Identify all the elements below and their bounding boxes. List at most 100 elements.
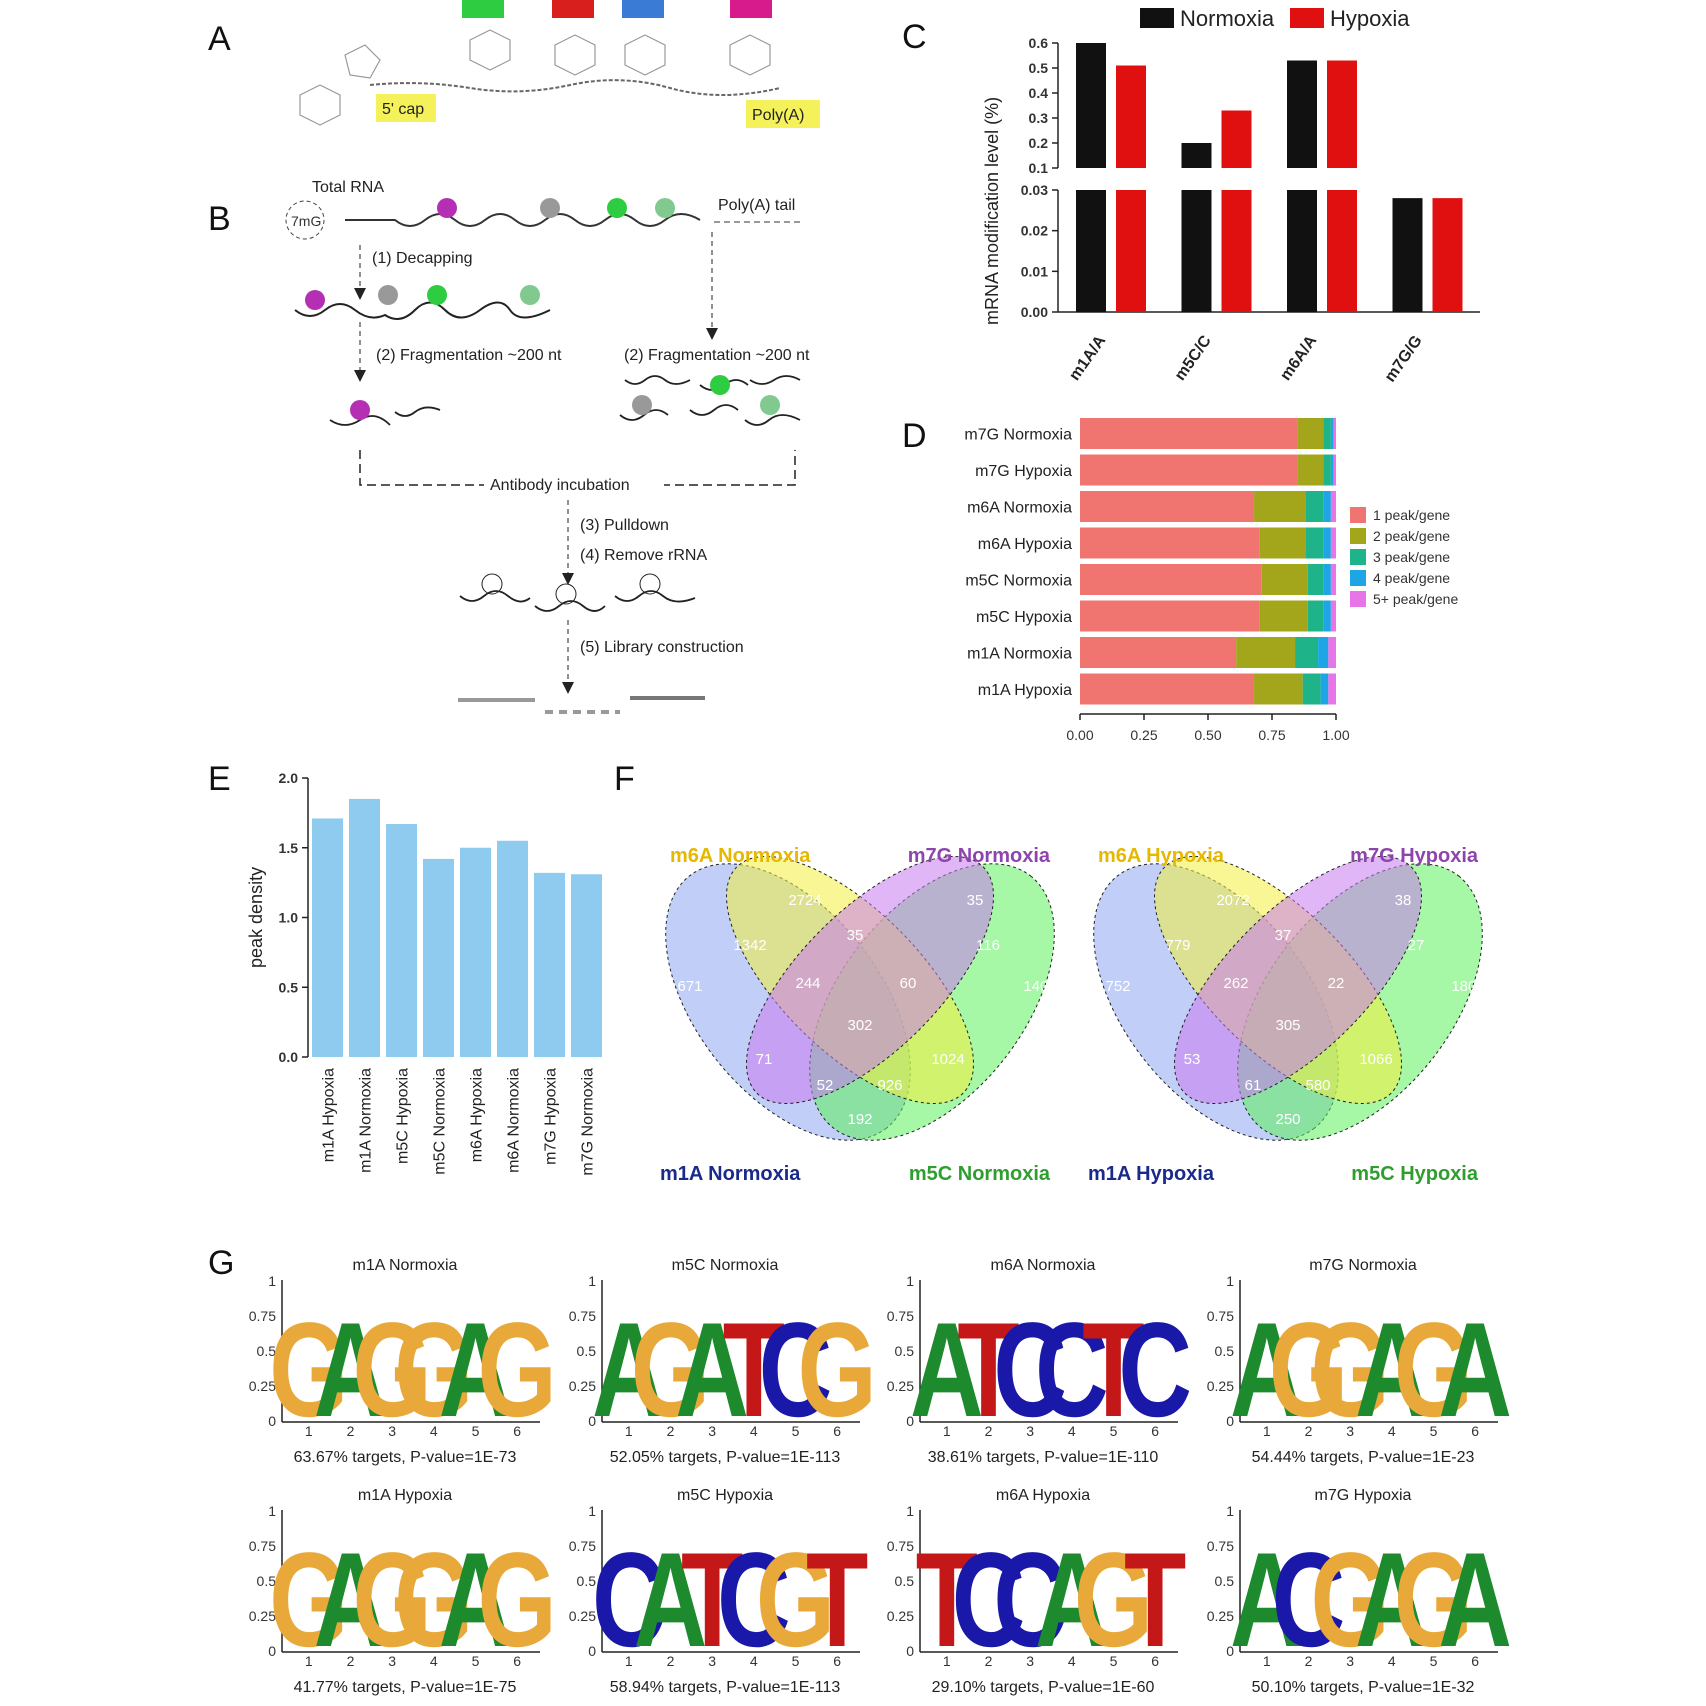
venn-diagram-2: m6A Hypoxia m7G Hypoxia m1A Hypoxia m5C Hyp… (1088, 845, 1485, 1185)
d-segment-2-peak (1254, 673, 1303, 705)
c-bar-hypoxia (1432, 198, 1463, 312)
d-xtick-label: 0.75 (1258, 727, 1285, 743)
enriched-mod-1 (481, 573, 503, 595)
motif-letter-G: G (797, 1295, 876, 1445)
venn-count-center: 305 (1275, 1017, 1300, 1034)
panel-e: E peak density 0.0 0.5 1.0 1.5 2.0 m1A Hypoxi… (208, 760, 602, 1176)
step-frag-left: (2) Fragmentation ~200 nt (376, 347, 562, 364)
motif-xtick-label: 6 (1151, 1423, 1159, 1439)
d-segment-4-peak (1330, 454, 1334, 486)
motif-title: m5C Hypoxia (677, 1487, 773, 1504)
c-bar-lower-normoxia (1287, 190, 1317, 312)
motif-letter-A: A (314, 1525, 388, 1675)
motif-ytick-label: 0.75 (1207, 1538, 1234, 1554)
motif-xtick-label: 4 (1068, 1423, 1076, 1439)
motif-ytick-label: 0 (1226, 1413, 1234, 1429)
mod-m1a (540, 198, 560, 218)
d-segment-4-peak (1320, 673, 1329, 705)
motif-ytick-label: 0.5 (1215, 1343, 1235, 1359)
c-upper-tick-label: 0.6 (1029, 35, 1049, 51)
d-xtick-label: 0.50 (1194, 727, 1221, 743)
motif-ytick-label: 0.5 (895, 1343, 915, 1359)
motif-xtick-label: 6 (833, 1653, 841, 1669)
e-ytick-label: 1.0 (279, 910, 299, 926)
motif-title: m1A Hypoxia (358, 1487, 452, 1504)
motif-caption: 38.61% targets, P-value=1E-110 (928, 1449, 1159, 1466)
venn-count-tl-br-mid: 244 (795, 975, 820, 992)
motif-xtick-label: 2 (667, 1423, 675, 1439)
d-segment-2-peak (1236, 637, 1296, 668)
d-segment-4-peak (1323, 491, 1331, 522)
venn-label-bottom-left: m1A Hypoxia (1088, 1163, 1215, 1185)
c-bar-lower-hypoxia (1327, 190, 1357, 312)
antibody-label-bg (484, 473, 664, 495)
motif-ytick-label: 0 (268, 1643, 276, 1659)
motif-ytick-label: 0.5 (577, 1343, 597, 1359)
venn-count-br-tl: 1024 (931, 1051, 964, 1068)
decapped-mod-2 (378, 285, 398, 305)
decapped-mod-1 (305, 290, 325, 310)
e-category-label: m1A Hypoxia (321, 1068, 338, 1162)
d-legend-label: 4 peak/gene (1373, 570, 1450, 586)
motif-letter-A: A (1230, 1295, 1304, 1445)
arrowhead-frag-left (354, 370, 366, 382)
motif-letter-C: C (1035, 1295, 1109, 1445)
venn-diagram-1: m6A Normoxia m7G Normoxia m1A Normoxia m5C … (660, 845, 1057, 1185)
polya-label: Poly(A) (752, 107, 804, 124)
panel-f: F m6A Normoxia m7G Normoxia m1A Normoxia m5… (614, 760, 1485, 1185)
e-category-label: m1A Normoxia (358, 1068, 375, 1173)
motif-letter-G: G (631, 1295, 710, 1445)
motif-ytick-label: 0.75 (249, 1308, 276, 1324)
legend-hypoxia: Hypoxia (1330, 6, 1410, 31)
cap-circle-label: 7mG (291, 213, 321, 229)
d-row-label: m7G Hypoxia (975, 463, 1072, 480)
enriched-fragments (459, 590, 696, 612)
motif-ytick-label: 0.5 (577, 1573, 597, 1589)
motif-letter-T: T (1124, 1525, 1186, 1675)
cap-highlight (376, 94, 436, 122)
e-category-label: m7G Normoxia (580, 1068, 597, 1176)
d-legend-swatch (1350, 591, 1366, 607)
c-bar-lower-hypoxia (1221, 190, 1252, 312)
rna-strand-top (345, 213, 701, 227)
motif-xtick-label: 3 (1346, 1423, 1354, 1439)
motif-xtick-label: 2 (985, 1423, 993, 1439)
e-ytick-label: 2.0 (279, 770, 299, 786)
mod-m7g (437, 198, 457, 218)
motif-ytick-label: 1 (588, 1503, 596, 1519)
venn-count-bl-br-mid: 52 (817, 1077, 834, 1094)
mrna-backbone (369, 79, 781, 96)
arrowhead-decap (354, 288, 366, 300)
antibody-label: Antibody incubation (490, 477, 630, 494)
d-segment-4-peak (1323, 564, 1331, 595)
venn-count-only-bl: 752 (1105, 978, 1130, 995)
motif-xtick-label: 3 (1026, 1653, 1034, 1669)
d-segment-3-peak (1295, 637, 1319, 668)
motif-xtick-label: 1 (305, 1653, 313, 1669)
venn-count-tr-bl-mid: 22 (1328, 975, 1345, 992)
e-ytick-label: 0.5 (279, 979, 299, 995)
d-segment-5-peak (1328, 673, 1336, 705)
step-pulldown: (3) Pulldown (580, 517, 669, 534)
motif-xtick-label: 6 (833, 1423, 841, 1439)
motif-xtick-label: 4 (750, 1423, 758, 1439)
motif-ytick-label: 0.5 (257, 1343, 277, 1359)
c-bar-lower-normoxia (1076, 190, 1106, 312)
venn-count-bl-tr: 71 (756, 1051, 773, 1068)
motif-letter-C: C (952, 1525, 1026, 1675)
motif-ytick-label: 0 (268, 1413, 276, 1429)
motif-letter-A: A (314, 1295, 388, 1445)
motif-xtick-label: 3 (388, 1423, 396, 1439)
motif-xtick-label: 4 (750, 1653, 758, 1669)
d-segment-5-peak (1333, 454, 1336, 486)
d-row-label: m7G Normoxia (964, 427, 1072, 444)
c-upper-tick-label: 0.1 (1029, 160, 1049, 176)
venn-count-bl-tr: 53 (1184, 1051, 1201, 1068)
c-category-label: m6A/A (1277, 332, 1320, 384)
motif-ytick-label: 0.75 (887, 1308, 914, 1324)
d-legend-label: 2 peak/gene (1373, 528, 1450, 544)
motif-xtick-label: 2 (347, 1653, 355, 1669)
